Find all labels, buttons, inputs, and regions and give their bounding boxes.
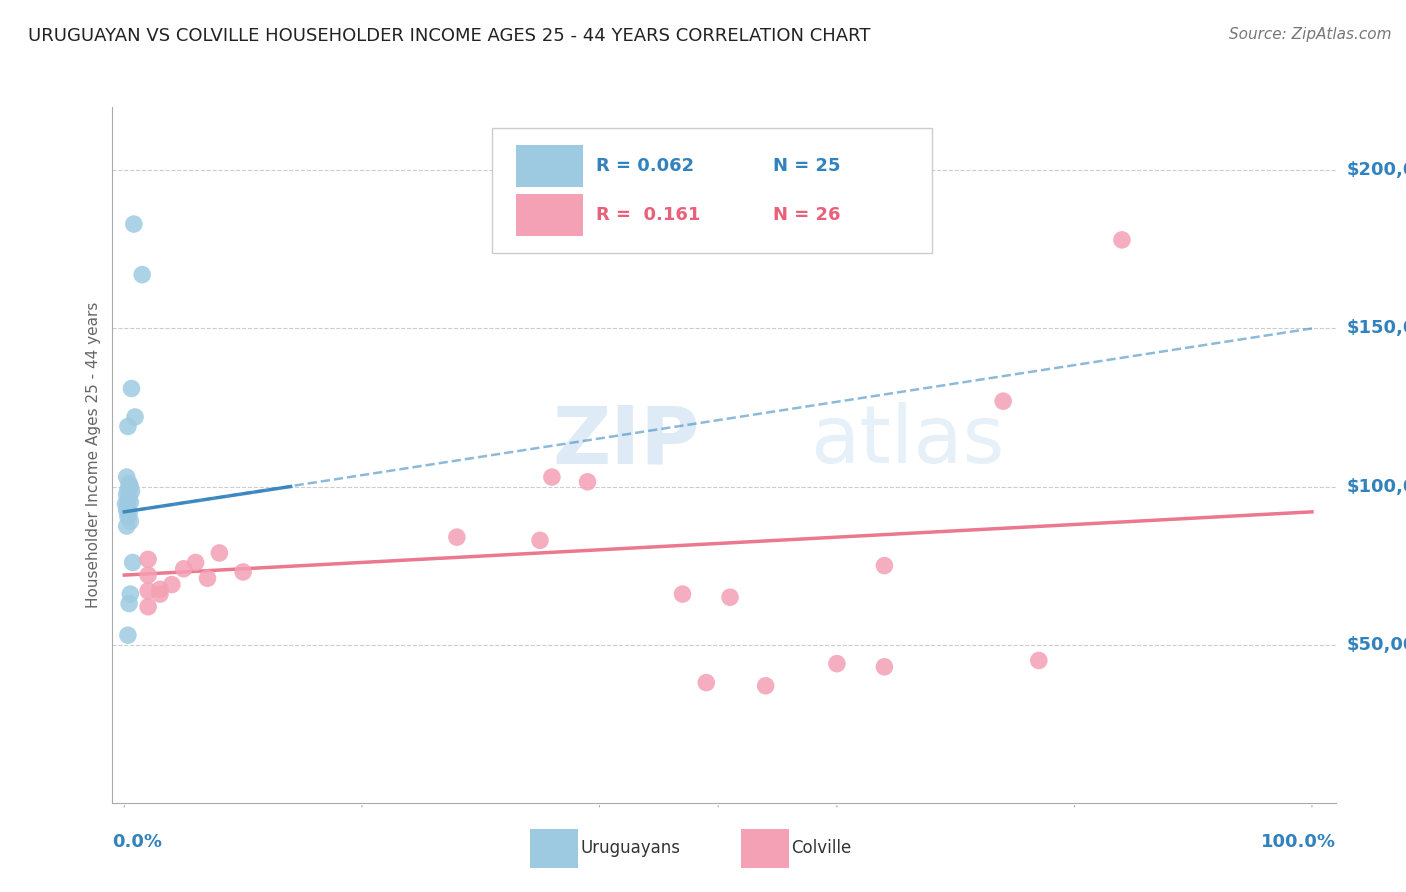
Point [873,660,896,674]
FancyBboxPatch shape [492,128,932,253]
Point [115,470,138,484]
Point [208,546,231,560]
Point [118,476,141,491]
Point [1028,653,1050,667]
FancyBboxPatch shape [516,145,583,187]
Point [576,475,599,489]
FancyBboxPatch shape [516,194,583,235]
Point [121,382,143,396]
Point [124,409,146,424]
Point [117,509,139,524]
Text: Source: ZipAtlas.com: Source: ZipAtlas.com [1229,27,1392,42]
Text: Uruguayans: Uruguayans [581,839,681,857]
Text: $200,000: $200,000 [1347,161,1406,179]
Text: Colville: Colville [792,839,852,857]
Point [529,533,551,548]
Point [541,470,564,484]
Text: N = 25: N = 25 [773,157,841,175]
Point [114,497,136,511]
Point [232,565,254,579]
Y-axis label: Householder Income Ages 25 - 44 years: Householder Income Ages 25 - 44 years [86,301,101,608]
Point [117,628,139,642]
Point [120,479,142,493]
Point [118,597,141,611]
Point [825,657,848,671]
Point [121,484,143,499]
Point [136,552,159,566]
Point [117,500,139,514]
Point [115,519,138,533]
Point [120,587,142,601]
Point [136,568,159,582]
Point [991,394,1014,409]
Point [149,587,172,601]
Point [115,503,138,517]
Point [873,558,896,573]
Point [446,530,468,544]
Point [755,679,778,693]
Text: ZIP: ZIP [553,402,700,480]
Text: $150,000: $150,000 [1347,319,1406,337]
Point [115,487,138,501]
Text: N = 26: N = 26 [773,206,841,224]
Text: URUGUAYAN VS COLVILLE HOUSEHOLDER INCOME AGES 25 - 44 YEARS CORRELATION CHART: URUGUAYAN VS COLVILLE HOUSEHOLDER INCOME… [28,27,870,45]
Point [117,419,139,434]
Point [120,495,142,509]
Point [120,514,142,528]
Point [671,587,693,601]
Text: $100,000: $100,000 [1347,477,1406,496]
Point [136,599,159,614]
Point [149,582,172,597]
Point [117,483,139,497]
Point [695,675,717,690]
Point [131,268,153,282]
Point [136,583,159,598]
Point [118,491,141,505]
Point [173,562,195,576]
Text: atlas: atlas [810,402,1004,480]
Point [117,493,139,508]
Point [718,591,741,605]
Point [118,507,141,521]
Point [160,577,183,591]
Text: 0.0%: 0.0% [112,833,163,851]
Point [1111,233,1133,247]
Text: R =  0.161: R = 0.161 [596,206,700,224]
Point [184,556,207,570]
Text: R = 0.062: R = 0.062 [596,157,693,175]
Point [197,571,219,585]
Point [122,217,145,231]
Text: 100.0%: 100.0% [1261,833,1336,851]
Point [121,556,143,570]
Text: $50,000: $50,000 [1347,636,1406,654]
